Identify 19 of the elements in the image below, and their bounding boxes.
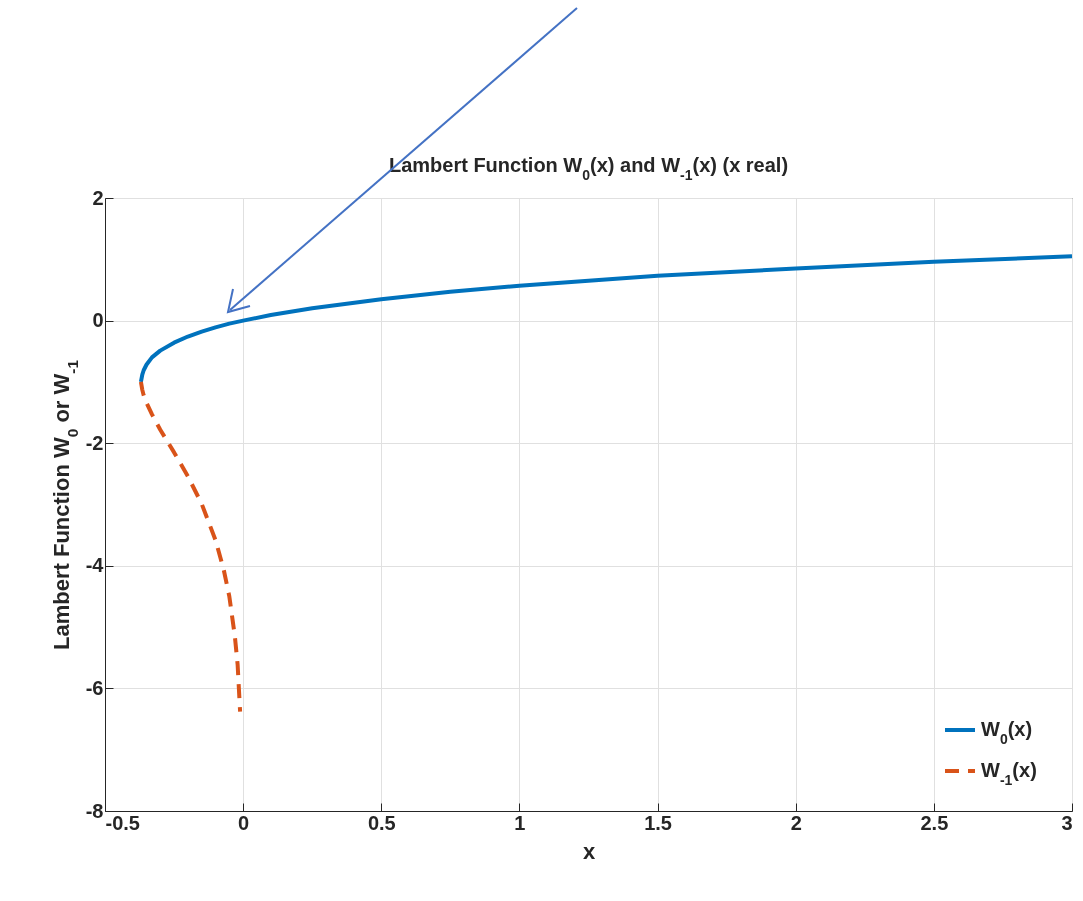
x-tick-label: 2.5 (920, 811, 949, 834)
x-tick-label: 1 (514, 811, 526, 834)
x-tick-label: 2 (790, 811, 802, 834)
y-tick-label: -2 (85, 431, 104, 454)
x-tick-label: 1.5 (644, 811, 672, 834)
legend-label: W$_{0}$(x) (981, 718, 1033, 747)
y-tick-label: -6 (85, 676, 104, 699)
y-tick-label: 0 (92, 309, 104, 332)
line-series (138, 254, 1072, 384)
y-tick-label: 2 (92, 186, 104, 209)
x-tick-label: 0 (238, 811, 250, 834)
x-axis-title: x (582, 838, 596, 864)
y-tick-label: -4 (85, 554, 105, 577)
line-series (138, 379, 243, 714)
legend-label: W$_{-1}$(x) (981, 759, 1037, 788)
y-tick-label: -8 (85, 799, 104, 822)
x-tick-label: 0.5 (367, 811, 396, 834)
x-tick-label: 3 (1061, 811, 1073, 834)
x-tick-label: -0.5 (105, 811, 140, 834)
